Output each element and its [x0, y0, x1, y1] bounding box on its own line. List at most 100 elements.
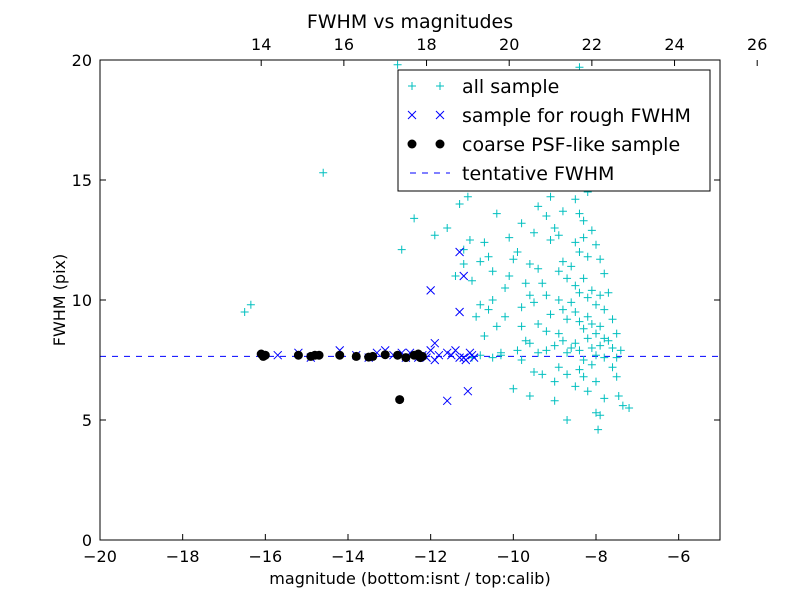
data-point [600, 269, 609, 278]
data-point [542, 291, 551, 300]
data-point [525, 291, 534, 300]
data-point [575, 248, 584, 256]
data-point [579, 372, 588, 381]
data-point [592, 240, 600, 249]
data-point [558, 207, 567, 216]
data-point [554, 363, 563, 372]
data-point [542, 212, 551, 220]
data-point [430, 338, 440, 348]
data-point [240, 308, 249, 316]
data-point [612, 353, 621, 362]
data-point [558, 257, 567, 266]
data-point [571, 308, 580, 316]
top-x-tick-label: 16 [334, 35, 354, 54]
x-tick-label: −18 [166, 547, 200, 566]
data-point [455, 200, 464, 208]
x-axis-label: magnitude (bottom:isnt / top:calib) [269, 569, 550, 588]
data-point [546, 192, 555, 201]
data-point [575, 209, 584, 218]
top-x-tick-label: 14 [251, 35, 271, 54]
data-point [594, 425, 603, 434]
data-point [509, 255, 518, 264]
data-point [397, 245, 406, 254]
data-point [476, 351, 485, 360]
data-point [525, 392, 534, 400]
data-point [451, 346, 460, 355]
data-point [509, 384, 518, 393]
series-coarse-psf-like-sample [256, 349, 427, 405]
data-point [472, 312, 481, 321]
data-point [476, 257, 485, 266]
data-point [430, 231, 439, 240]
data-point [575, 288, 584, 297]
data-point [600, 353, 609, 362]
data-point [616, 346, 625, 355]
legend-swatch [408, 82, 416, 90]
data-point [558, 305, 567, 314]
data-point [554, 329, 563, 338]
data-point [608, 344, 617, 352]
data-point [563, 274, 572, 283]
series-all-sample [240, 60, 634, 434]
data-point [488, 353, 497, 362]
data-point [455, 247, 464, 257]
data-point [417, 351, 427, 361]
top-x-tick-label: 26 [747, 35, 767, 54]
data-point [534, 320, 543, 328]
legend-swatch [407, 110, 417, 120]
data-point [517, 219, 526, 228]
data-point [351, 351, 361, 361]
y-tick-label: 5 [82, 411, 92, 430]
data-point [501, 284, 510, 292]
data-point [571, 195, 580, 204]
data-point [592, 408, 600, 417]
data-point [596, 411, 605, 420]
data-point [314, 350, 324, 360]
data-point [546, 310, 555, 319]
data-point [612, 372, 621, 381]
data-point [542, 346, 551, 355]
data-point [579, 274, 588, 283]
x-tick-label: −10 [496, 547, 530, 566]
y-tick-label: 0 [82, 531, 92, 550]
data-point [401, 353, 411, 363]
data-point [442, 396, 452, 406]
data-point [592, 300, 600, 309]
plot-area [100, 60, 720, 434]
data-point [571, 281, 580, 290]
data-point [571, 382, 580, 391]
data-point [612, 329, 621, 338]
legend-label: tentative FWHM [462, 163, 614, 185]
data-point [463, 192, 472, 201]
data-point [463, 386, 473, 396]
data-point [558, 336, 567, 345]
data-point [608, 363, 617, 372]
data-point [579, 216, 588, 225]
data-point [246, 300, 255, 309]
data-point [273, 350, 283, 360]
data-point [538, 370, 547, 379]
data-point [260, 350, 270, 360]
data-point [521, 279, 530, 288]
data-point [530, 368, 538, 376]
x-tick-label: −8 [584, 547, 608, 566]
data-point [496, 351, 505, 360]
data-point [380, 350, 390, 360]
data-point [534, 202, 543, 211]
data-point [618, 401, 627, 410]
data-point [596, 255, 605, 264]
x-tick-label: −20 [83, 547, 117, 566]
data-point [484, 305, 493, 314]
data-point [534, 264, 543, 273]
data-point [567, 262, 576, 271]
data-point [484, 252, 493, 261]
data-point [476, 300, 485, 309]
data-point [550, 224, 559, 232]
data-point [513, 248, 522, 256]
data-point [430, 355, 440, 365]
data-point [583, 387, 592, 396]
data-point [293, 350, 303, 360]
data-point [443, 224, 452, 232]
data-point [604, 336, 613, 345]
data-point [608, 315, 617, 324]
